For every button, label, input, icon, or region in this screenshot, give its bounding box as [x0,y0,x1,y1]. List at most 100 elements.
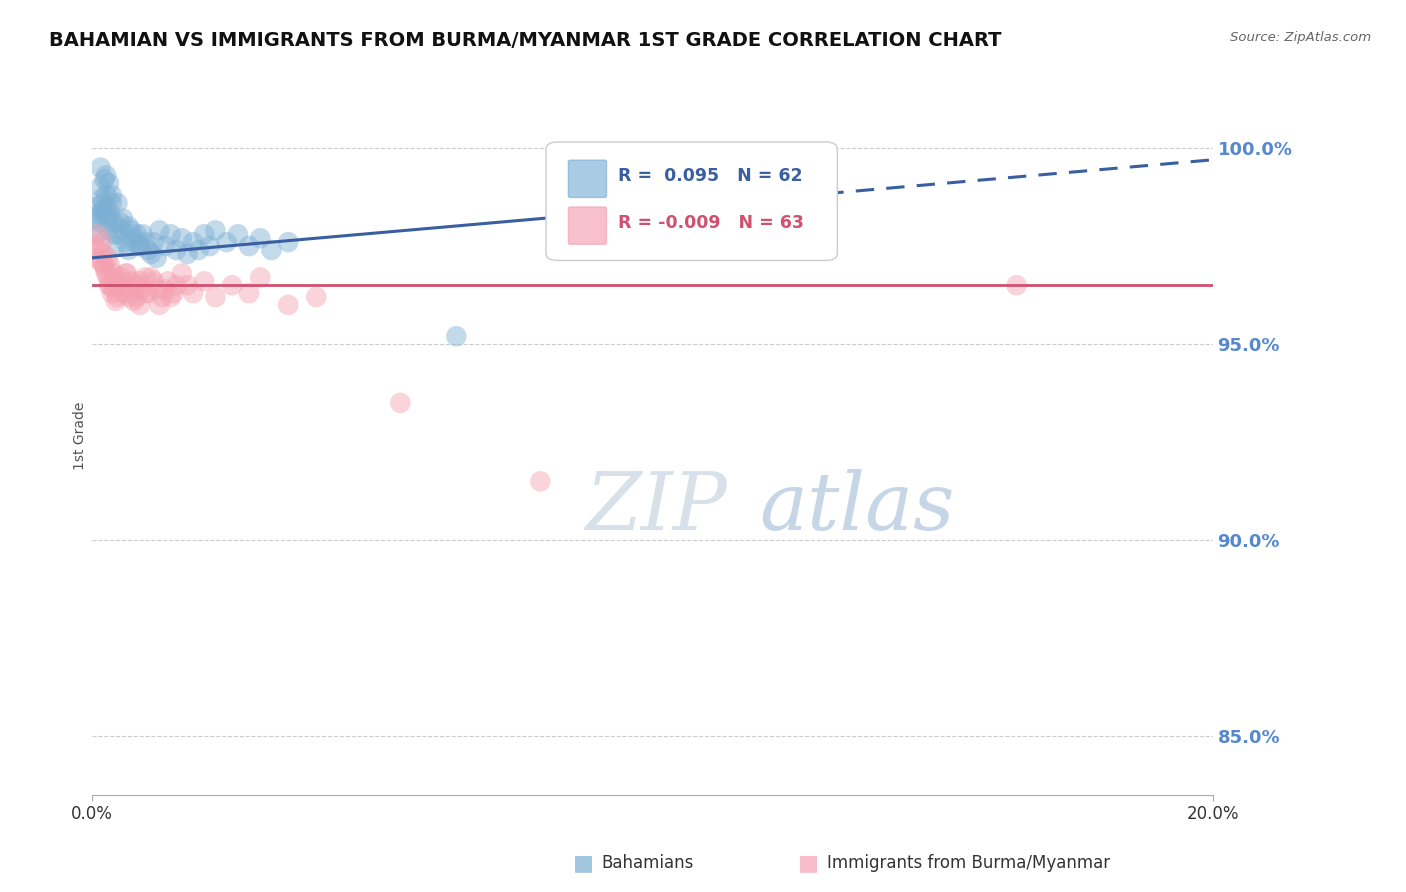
Point [96,267,118,281]
Point [226,227,249,242]
Point [193,227,215,242]
Point [103,282,125,296]
Point [204,223,226,237]
Point [162,286,184,301]
Point [93,172,115,186]
Point [90,161,112,175]
Point [148,223,170,237]
Point [104,293,127,308]
Text: Source: ZipAtlas.com: Source: ZipAtlas.com [1230,31,1371,45]
Point [91,203,114,218]
Text: ■: ■ [799,854,818,873]
Point [181,235,204,249]
Point [165,243,187,257]
Point [87,208,110,222]
Text: ■: ■ [574,854,593,873]
Point [96,200,118,214]
Point [108,274,131,288]
Point [128,239,150,253]
Point [122,235,145,249]
Point [215,235,238,249]
Point [93,195,115,210]
Point [134,235,156,249]
Point [89,243,111,257]
Point [86,200,108,214]
Point [131,227,153,242]
FancyBboxPatch shape [568,207,606,244]
Point [84,239,107,253]
Point [117,290,139,304]
Point [111,282,134,296]
Point [105,195,128,210]
Point [170,267,193,281]
Point [153,282,176,296]
Point [305,290,328,304]
Point [150,290,173,304]
FancyBboxPatch shape [546,142,838,260]
Point [120,282,142,296]
Point [136,286,159,301]
Point [277,235,299,249]
Point [103,267,125,281]
Point [176,247,198,261]
Point [139,270,162,285]
Point [86,251,108,265]
Point [204,290,226,304]
Point [181,286,204,301]
Point [170,231,193,245]
Point [122,293,145,308]
Point [96,169,118,183]
Point [125,227,148,242]
Point [148,298,170,312]
Point [159,227,181,242]
FancyBboxPatch shape [568,161,606,197]
Point [159,290,181,304]
Point [221,278,243,293]
Point [125,290,148,304]
Point [111,223,134,237]
Point [111,286,134,301]
Point [260,243,283,257]
Point [98,177,121,191]
Point [104,239,127,253]
Text: atlas: atlas [759,469,955,547]
Point [97,270,120,285]
Point [529,475,551,489]
Point [90,180,112,194]
Point [193,274,215,288]
Text: BAHAMIAN VS IMMIGRANTS FROM BURMA/MYANMAR 1ST GRADE CORRELATION CHART: BAHAMIAN VS IMMIGRANTS FROM BURMA/MYANMA… [49,31,1001,50]
Point [97,211,120,226]
Point [142,274,165,288]
Point [90,192,112,206]
Point [90,235,112,249]
Point [128,239,150,253]
Point [120,274,142,288]
Point [98,223,121,237]
Point [128,298,150,312]
Point [389,396,412,410]
Point [93,247,115,261]
Point [249,231,271,245]
Text: R =  0.095   N = 62: R = 0.095 N = 62 [617,168,803,186]
Text: R = -0.009   N = 63: R = -0.009 N = 63 [617,214,804,232]
Point [139,247,162,261]
Point [115,267,138,281]
Point [176,278,198,293]
Point [97,251,120,265]
Point [238,286,260,301]
Point [134,270,156,285]
Point [114,267,136,281]
Point [145,251,167,265]
Point [249,270,271,285]
Point [94,262,117,277]
Point [277,298,299,312]
Point [187,243,209,257]
Point [117,243,139,257]
Point [238,239,260,253]
Point [103,227,125,242]
Point [90,254,112,268]
Point [108,270,131,285]
Point [93,259,115,273]
Point [198,239,221,253]
Point [101,286,124,301]
